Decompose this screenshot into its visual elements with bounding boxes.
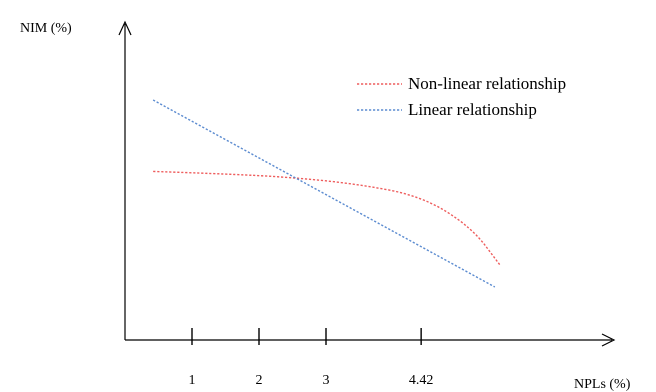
axes (118, 20, 616, 347)
x-tick-label: 2 (256, 373, 263, 388)
x-tick-label: 3 (323, 373, 330, 388)
x-axis-arrow-icon (601, 333, 616, 347)
legend: Non-linear relationship Linear relationsh… (357, 74, 566, 119)
series-line-0 (153, 170, 501, 266)
legend-label-0: Non-linear relationship (408, 74, 566, 93)
y-axis-label: NIM (%) (20, 21, 72, 36)
x-tick-label: 1 (189, 373, 196, 388)
y-axis-arrow-icon (118, 20, 132, 36)
series-group (152, 99, 501, 288)
x-axis-label: NPLs (%) (574, 377, 631, 392)
legend-label-1: Linear relationship (408, 100, 537, 119)
x-tick-label: 4.42 (409, 373, 434, 388)
series-line-1 (152, 99, 496, 288)
x-ticks: 1 2 3 4.42 (189, 328, 434, 388)
